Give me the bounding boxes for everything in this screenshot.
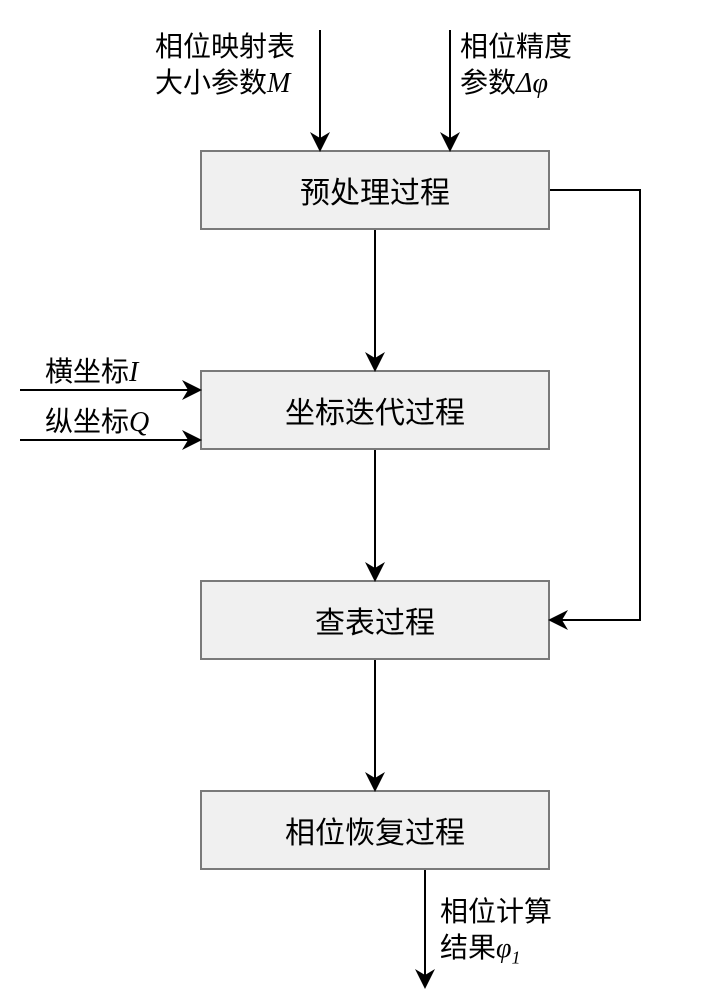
side-q-prefix: 纵坐标 — [45, 407, 129, 438]
box-lookup-text: 查表过程 — [315, 598, 435, 642]
box-recover: 相位恢复过程 — [200, 790, 550, 870]
output-line2-prefix: 结果 — [440, 933, 496, 964]
box-recover-text: 相位恢复过程 — [285, 808, 465, 852]
input-left-label: 相位映射表 大小参数M — [155, 30, 295, 103]
input-right-line2-prefix: 参数 — [460, 68, 516, 99]
input-right-var: Δφ — [516, 68, 548, 99]
flowchart-canvas: 相位映射表 大小参数M 相位精度 参数Δφ 横坐标I 纵坐标Q 预处理过程 坐标… — [0, 0, 711, 1000]
side-i-label: 横坐标I — [45, 355, 138, 391]
arrow-preprocess-lookup — [550, 190, 640, 620]
box-iterate-text: 坐标迭代过程 — [285, 388, 465, 432]
output-line1: 相位计算 — [440, 897, 552, 928]
output-label: 相位计算 结果φ1 — [440, 895, 552, 970]
input-right-line1: 相位精度 — [460, 32, 572, 63]
box-iterate: 坐标迭代过程 — [200, 370, 550, 450]
side-q-label: 纵坐标Q — [45, 405, 149, 441]
box-preprocess-text: 预处理过程 — [300, 168, 450, 212]
side-q-var: Q — [129, 407, 149, 438]
box-lookup: 查表过程 — [200, 580, 550, 660]
input-left-line1: 相位映射表 — [155, 32, 295, 63]
input-right-label: 相位精度 参数Δφ — [460, 30, 572, 103]
output-var: φ — [496, 933, 512, 964]
input-left-line2-prefix: 大小参数 — [155, 68, 267, 99]
side-i-var: I — [129, 357, 138, 388]
side-i-prefix: 横坐标 — [45, 357, 129, 388]
output-sub: 1 — [512, 948, 521, 968]
input-left-var: M — [267, 68, 290, 99]
box-preprocess: 预处理过程 — [200, 150, 550, 230]
